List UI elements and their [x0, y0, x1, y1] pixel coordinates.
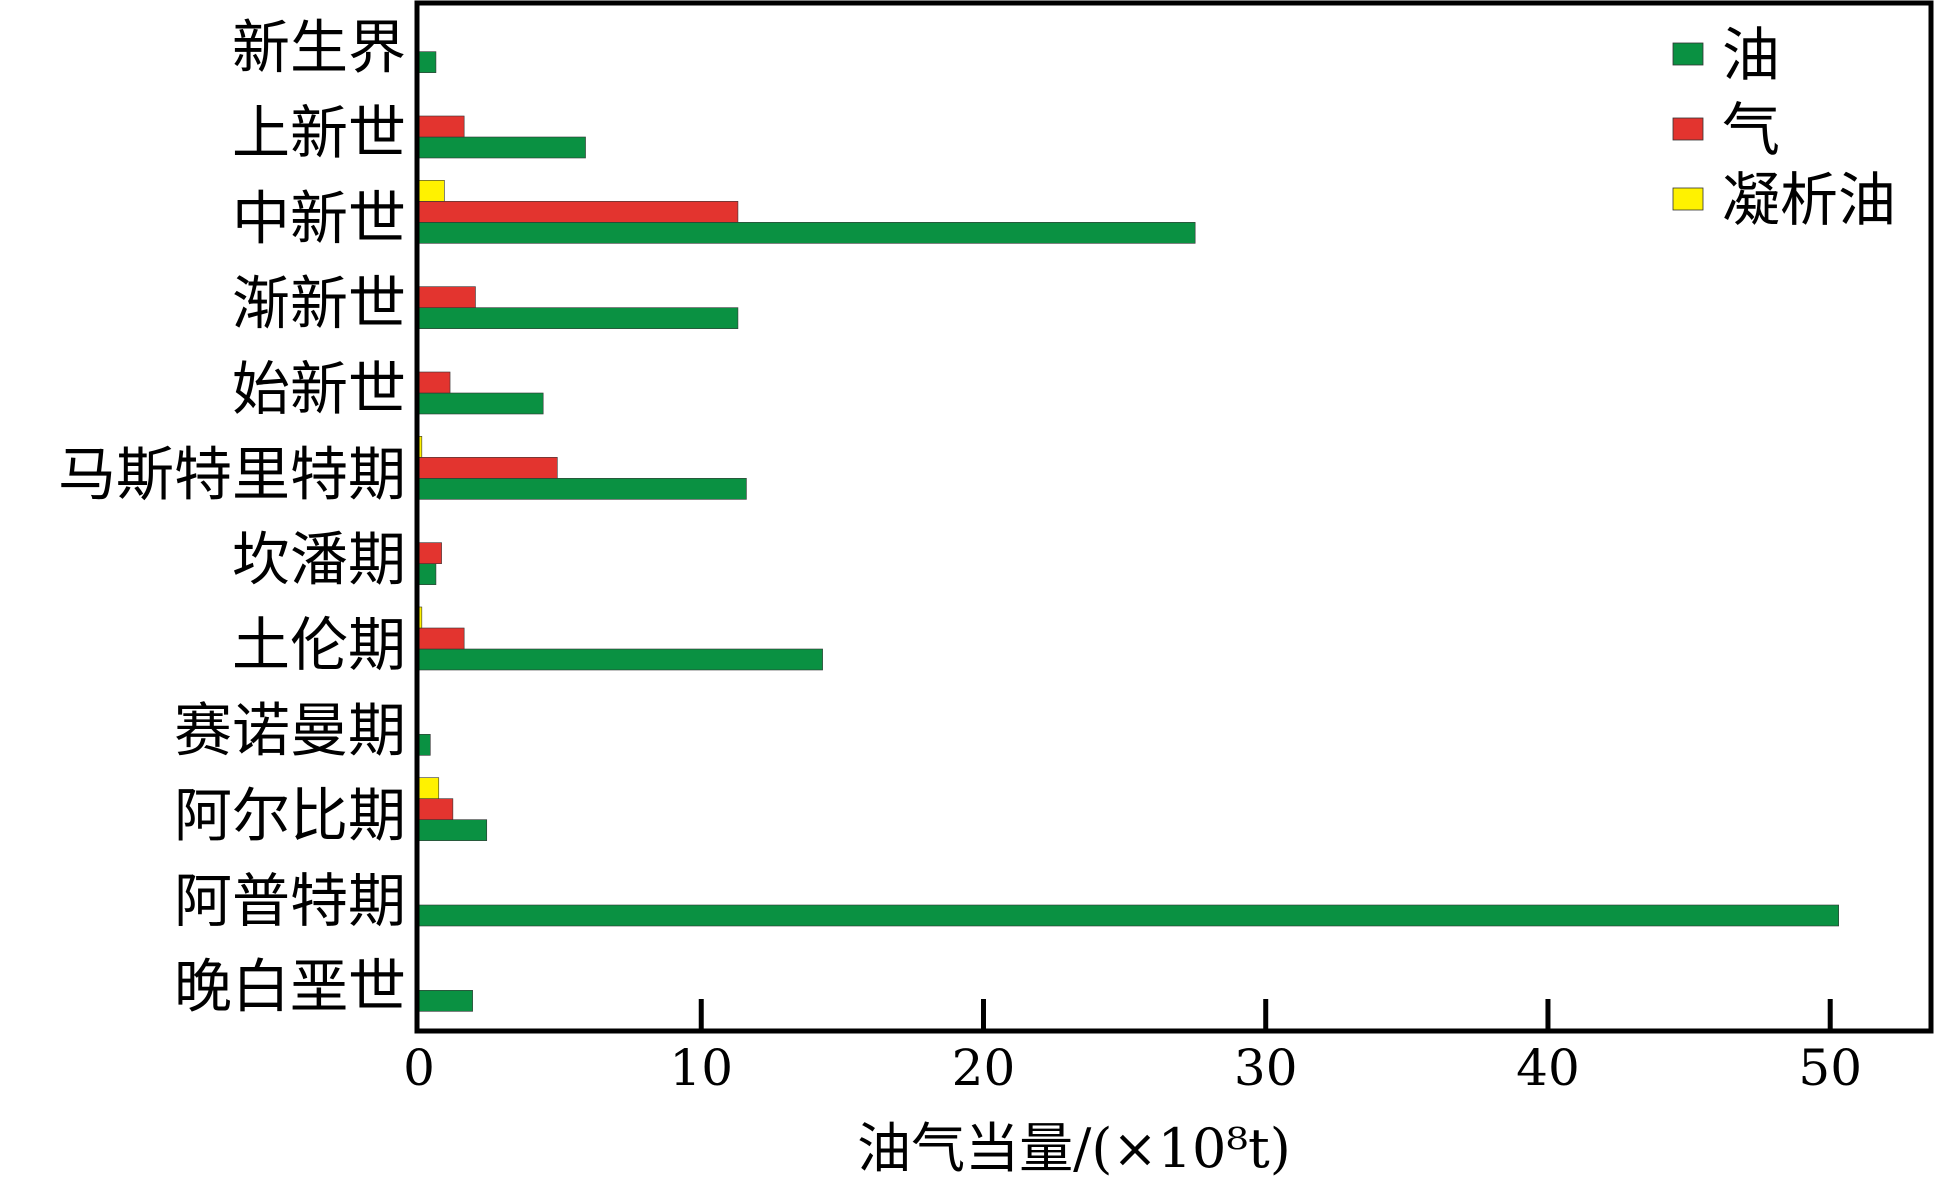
- category-label: 马斯特里特期: [58, 440, 406, 508]
- category-label: 渐新世: [232, 270, 406, 338]
- bar-oil-1: [418, 136, 586, 159]
- bar-oil-8: [418, 734, 431, 756]
- bars-layer: [418, 51, 1839, 1012]
- bar-gas-9: [418, 798, 454, 820]
- bar-oil-0: [418, 51, 437, 73]
- legend-swatch: [1672, 117, 1704, 141]
- category-label: 上新世: [232, 99, 406, 167]
- category-label: 晚白垩世: [174, 952, 406, 1020]
- bar-oil-2: [418, 222, 1196, 244]
- category-label: 始新世: [232, 355, 406, 423]
- legend-label: 气: [1722, 96, 1780, 164]
- category-label: 阿普特期: [174, 867, 406, 935]
- bar-gas-7: [418, 627, 465, 650]
- bar-oil-5: [418, 478, 747, 500]
- legend-swatch: [1672, 42, 1704, 66]
- category-label: 新生界: [232, 14, 406, 82]
- category-label: 土伦期: [232, 611, 406, 679]
- bar-gas-2: [418, 201, 739, 223]
- legend-label: 凝析油: [1722, 166, 1896, 234]
- bar-oil-3: [418, 307, 739, 329]
- category-label: 阿尔比期: [174, 782, 406, 850]
- legend-label: 油: [1722, 21, 1780, 89]
- x-tick-label: 30: [1234, 1039, 1298, 1097]
- x-tick-label: 50: [1798, 1039, 1862, 1097]
- bar-gas-3: [418, 286, 476, 308]
- bar-oil-9: [418, 819, 488, 841]
- bar-gas-1: [418, 115, 465, 138]
- bar-oil-4: [418, 392, 544, 415]
- bar-condensate-9: [418, 777, 440, 799]
- bar-condensate-2: [418, 180, 445, 202]
- y-axis-categories: 新生界上新世中新世渐新世始新世马斯特里特期坎潘期土伦期赛诺曼期阿尔比期阿普特期晚…: [58, 14, 406, 1021]
- bar-gas-4: [418, 371, 451, 394]
- bar-oil-6: [418, 563, 437, 585]
- x-axis-title: 油气当量/(×10⁸t): [857, 1117, 1291, 1180]
- category-label: 坎潘期: [232, 526, 406, 594]
- bar-gas-6: [418, 542, 442, 564]
- legend-swatch: [1672, 187, 1704, 211]
- x-axis-ticks: 0 10 20 30 40 50: [403, 999, 1862, 1097]
- x-tick-label: 40: [1516, 1039, 1580, 1097]
- category-label: 赛诺曼期: [174, 696, 406, 764]
- bar-gas-5: [418, 457, 558, 479]
- bar-oil-7: [418, 648, 823, 671]
- x-tick-label: 20: [952, 1039, 1016, 1097]
- bar-oil-11: [418, 990, 473, 1012]
- plot-frame: [414, 0, 1934, 1034]
- x-tick-label: 0: [403, 1039, 435, 1097]
- x-tick-label: 10: [669, 1039, 733, 1097]
- category-label: 中新世: [232, 184, 406, 252]
- bar-oil-10: [418, 904, 1839, 927]
